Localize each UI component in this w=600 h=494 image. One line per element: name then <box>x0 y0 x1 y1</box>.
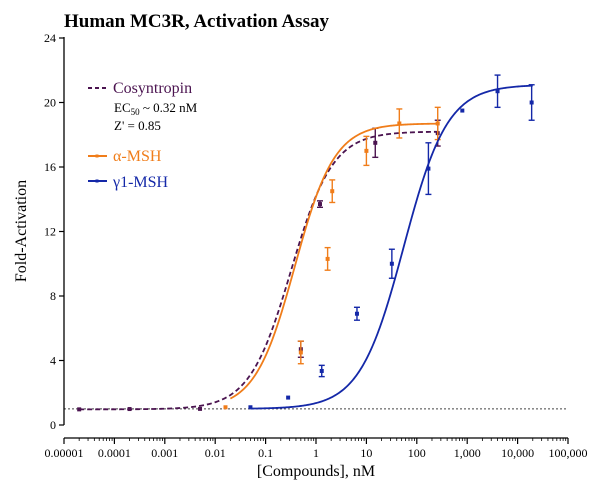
data-point <box>319 368 324 373</box>
legend-marker-alpha-msh <box>95 154 99 158</box>
data-point <box>364 148 369 153</box>
data-point <box>127 407 132 412</box>
x-tick-label: 0.1 <box>258 446 273 460</box>
data-point <box>330 189 335 194</box>
x-tick-label: 0.00001 <box>45 446 84 460</box>
x-tick-label: 10 <box>360 446 372 460</box>
y-tick-label: 8 <box>50 289 56 303</box>
y-tick-label: 12 <box>44 225 56 239</box>
legend-label-alpha-msh: α-MSH <box>113 148 162 165</box>
data-point <box>77 407 82 412</box>
data-point <box>317 202 322 207</box>
x-tick-label: 100,000 <box>549 446 588 460</box>
x-tick-label: 10,000 <box>501 446 534 460</box>
y-tick-label: 0 <box>50 418 56 432</box>
fit-curve-cosyntropin <box>79 130 437 411</box>
ec50-subscript: 50 <box>131 107 141 117</box>
x-axis-ticks: 0.00001 0.0001 0.001 0.01 0.1 1 10 100 1,000 10,0… <box>45 438 588 460</box>
legend-label-cosyntropin: Cosyntropin <box>113 80 192 97</box>
fit-curve-gamma1-msh <box>250 84 533 410</box>
legend: Cosyntropin EC50 ~ 0.32 nM Z' = 0.85 α-M… <box>88 80 198 191</box>
data-point <box>529 100 534 105</box>
y-tick-label: 16 <box>44 160 56 174</box>
ec50-prefix: EC <box>114 100 131 115</box>
y-axis-label: Fold-Activation <box>13 180 30 282</box>
data-point <box>460 108 465 113</box>
y-tick-label: 4 <box>50 354 56 368</box>
data-point <box>397 121 402 126</box>
x-tick-label: 0.0001 <box>98 446 131 460</box>
series-alpha-msh <box>223 106 441 410</box>
z-prime-annotation: Z' = 0.85 <box>114 118 161 133</box>
fit-curve-alpha-msh <box>229 122 437 400</box>
data-point <box>389 261 394 266</box>
legend-item-alpha-msh: α-MSH <box>88 148 162 165</box>
x-tick-label: 1 <box>313 446 319 460</box>
data-point <box>435 121 440 126</box>
y-tick-label: 20 <box>44 96 56 110</box>
series-gamma1-msh <box>248 74 535 410</box>
plot-area <box>64 74 568 412</box>
legend-item-gamma1-msh: γ1-MSH <box>88 174 169 191</box>
x-tick-label: 0.01 <box>205 446 226 460</box>
ec50-annotation: EC50 ~ 0.32 nM <box>114 100 198 117</box>
data-point <box>426 166 431 171</box>
data-point <box>286 395 291 400</box>
data-point <box>248 405 253 410</box>
legend-item-cosyntropin: Cosyntropin <box>88 80 192 97</box>
data-point <box>495 89 500 94</box>
data-point <box>298 350 303 355</box>
y-tick-label: 24 <box>44 31 56 45</box>
data-point <box>373 140 378 145</box>
x-tick-label: 0.001 <box>151 446 178 460</box>
legend-label-gamma1-msh: γ1-MSH <box>112 174 169 191</box>
x-tick-label: 1,000 <box>454 446 481 460</box>
data-point <box>325 256 330 261</box>
data-point <box>223 405 228 410</box>
chart-title: Human MC3R, Activation Assay <box>64 11 329 32</box>
data-point <box>198 406 203 411</box>
data-point <box>354 311 359 316</box>
x-tick-label: 100 <box>408 446 426 460</box>
ec50-value: ~ 0.32 nM <box>140 100 198 115</box>
legend-marker-gamma1-msh <box>95 179 99 183</box>
x-axis-label: [Compounds], nM <box>257 463 375 480</box>
y-axis-ticks: 0 4 8 12 16 20 24 <box>44 31 64 432</box>
